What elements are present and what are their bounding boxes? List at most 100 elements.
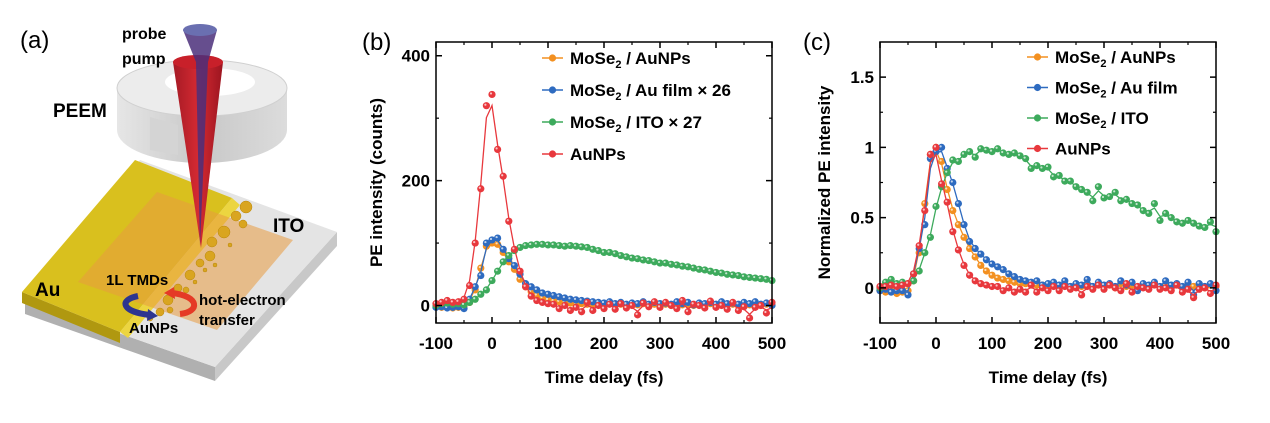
au-nanoparticle [184, 269, 196, 281]
data-point [634, 311, 642, 319]
data-point-highlight [1079, 187, 1082, 190]
data-point [1206, 280, 1214, 288]
data-point [706, 297, 715, 305]
data-point-highlight [933, 145, 937, 148]
data-point-highlight [967, 239, 970, 242]
data-point [982, 281, 991, 289]
au-nanoparticle [206, 236, 218, 248]
data-point-highlight [1185, 287, 1189, 290]
data-point-highlight [1185, 218, 1189, 221]
series-3 [432, 90, 776, 322]
data-point-highlight [973, 246, 976, 249]
data-point [1055, 171, 1063, 180]
data-point-highlight [568, 308, 571, 311]
data-point [645, 256, 653, 265]
data-point [583, 243, 591, 252]
data-point-highlight [601, 306, 605, 309]
hot-electron-arrow-red-icon [171, 290, 198, 317]
x-tick-label: 0 [487, 334, 496, 353]
data-point [1128, 278, 1136, 286]
data-point [1150, 281, 1158, 289]
data-point [1122, 280, 1130, 288]
data-point [988, 282, 996, 291]
data-point-highlight [484, 240, 487, 244]
data-point-highlight [674, 299, 677, 302]
data-point [611, 300, 619, 308]
data-point-highlight [1057, 282, 1060, 286]
data-point-highlight [456, 299, 459, 302]
data-point-highlight [657, 305, 661, 308]
data-point [988, 271, 996, 279]
data-point [1050, 282, 1058, 291]
data-point [1016, 285, 1024, 293]
data-point [1033, 162, 1041, 170]
data-point-highlight [995, 275, 998, 279]
data-point [1010, 273, 1019, 281]
data-point-highlight [1191, 295, 1194, 298]
data-point-highlight [1118, 278, 1121, 281]
data-point-highlight [984, 257, 987, 260]
data-point-highlight [551, 242, 554, 246]
data-point-highlight [461, 297, 465, 300]
data-point [994, 274, 1002, 282]
data-point-highlight [478, 292, 481, 295]
panel-label: (b) [362, 29, 391, 56]
x-tick-label: 500 [758, 334, 786, 353]
data-point-highlight [730, 300, 733, 303]
data-point [505, 217, 513, 225]
data-point-highlight [590, 299, 593, 302]
data-point-highlight [753, 305, 756, 308]
data-point [926, 150, 935, 158]
probe-label: probe [122, 26, 167, 43]
data-point-highlight [1191, 221, 1194, 224]
data-point [561, 242, 569, 250]
data-point-highlight [967, 246, 970, 249]
data-point [1173, 218, 1181, 226]
data-point [555, 293, 563, 301]
data-point-highlight [1017, 287, 1021, 290]
data-point-highlight [1062, 278, 1065, 281]
data-point [471, 239, 479, 247]
data-point-highlight [1135, 202, 1138, 206]
data-point [533, 286, 541, 294]
data-point-highlight [529, 294, 532, 297]
data-point-highlight [900, 288, 903, 291]
tmd-label: 1L TMDs [106, 272, 168, 289]
legend-label: MoSe2 / Au film × 26 [570, 81, 731, 103]
data-point-highlight [473, 284, 476, 287]
data-point [505, 251, 513, 260]
data-point [1033, 288, 1041, 296]
data-point-highlight [1051, 284, 1054, 287]
data-point [639, 299, 647, 307]
data-point [555, 305, 563, 313]
y-tick-label: 0 [865, 279, 874, 298]
data-point-highlight [1152, 201, 1155, 204]
data-point [600, 299, 608, 307]
data-point-highlight [978, 146, 981, 149]
data-point-highlight [702, 305, 705, 309]
x-tick-label: 300 [1090, 334, 1118, 353]
data-point [926, 233, 935, 241]
data-point [1178, 282, 1186, 291]
legend-marker [1033, 83, 1042, 92]
data-point [499, 258, 507, 266]
data-point-highlight [1057, 173, 1060, 176]
data-point-highlight [1068, 287, 1071, 290]
data-point [1078, 291, 1086, 299]
legend-marker [1033, 53, 1042, 61]
data-point [477, 271, 485, 280]
data-point-highlight [674, 306, 677, 309]
data-point-highlight [445, 298, 448, 301]
data-point [966, 237, 974, 246]
data-point [887, 275, 895, 284]
data-point-highlight [889, 289, 892, 293]
data-point [1044, 287, 1052, 295]
data-point-highlight [691, 302, 694, 305]
data-point [622, 304, 631, 312]
data-point-highlight [725, 272, 728, 275]
data-point-highlight [517, 245, 521, 248]
data-point-highlight [613, 307, 616, 310]
data-point-highlight [713, 305, 717, 308]
data-point-highlight [489, 278, 493, 281]
data-point-highlight [719, 299, 722, 302]
